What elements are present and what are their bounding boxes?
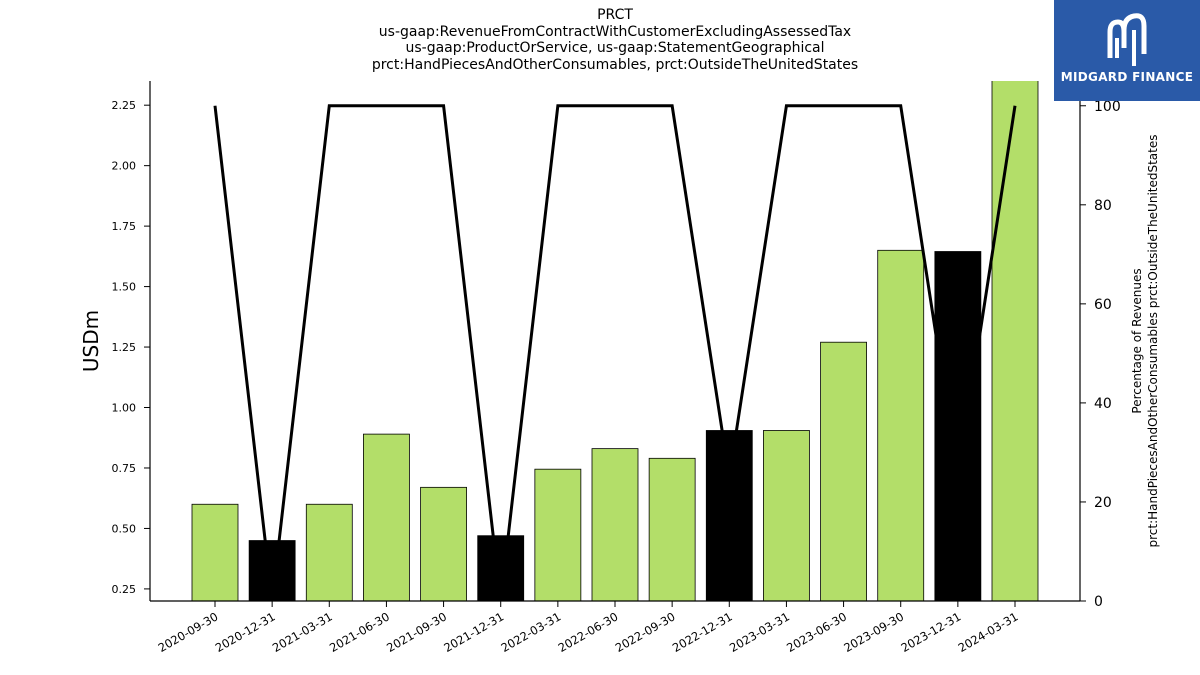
x-tick-label-2023-06-30: 2023-06-30	[784, 609, 849, 655]
bar-2022-12-31	[705, 430, 753, 601]
y2-tick-label: 0	[1094, 594, 1103, 610]
x-tick-label-2021-09-30: 2021-09-30	[384, 609, 449, 655]
bar-2022-09-30	[648, 457, 696, 601]
logo-text: MIDGARD FINANCE	[1060, 70, 1194, 84]
y2-axis-label-line: Percentage of Revenues	[1130, 268, 1144, 413]
y2-tick-label: 80	[1094, 198, 1112, 214]
x-tick-label-2021-06-30: 2021-06-30	[327, 609, 392, 655]
chart-subtitle-members: prct:HandPiecesAndOtherConsumables, prct…	[371, 57, 859, 73]
y-tick-label: 1.50	[112, 281, 137, 294]
x-tick-label-2020-12-31: 2020-12-31	[213, 609, 278, 655]
x-tick-label-2021-12-31: 2021-12-31	[441, 609, 506, 655]
bar-2020-09-30	[191, 503, 239, 601]
x-tick-label-2023-12-31: 2023-12-31	[898, 609, 963, 655]
chart-title: PRCT	[597, 7, 633, 23]
y-tick-label: 0.25	[112, 583, 137, 596]
bar-2024-03-31	[991, 81, 1039, 601]
y2-tick-label: 100	[1094, 99, 1121, 115]
x-tick-label-2022-12-31: 2022-12-31	[670, 609, 735, 655]
bar-2021-06-30	[363, 433, 410, 601]
bar-2022-03-31	[534, 468, 582, 601]
x-tick-label-2023-09-30: 2023-09-30	[841, 609, 906, 655]
y-tick-label: 2.00	[112, 160, 137, 173]
bar-2021-03-31	[305, 503, 353, 601]
x-tick-label-2021-03-31: 2021-03-31	[270, 609, 335, 655]
y2-tick-label: 60	[1094, 297, 1112, 313]
bar-2023-09-30	[877, 249, 925, 601]
chart-subtitle-concept: us-gaap:RevenueFromContractWithCustomerE…	[378, 24, 852, 40]
bar-2023-03-31	[763, 430, 810, 601]
bar-2023-12-31	[934, 251, 982, 601]
y-tick-label: 1.75	[112, 220, 137, 233]
x-tick-label-2022-09-30: 2022-09-30	[613, 609, 678, 655]
midgard-finance-logo: MIDGARD FINANCE	[1054, 0, 1200, 101]
bar-2023-06-30	[820, 341, 867, 601]
percentage-line	[213, 104, 1017, 601]
y2-tick-label: 20	[1094, 495, 1112, 511]
bar-2022-06-30	[591, 448, 639, 601]
y-tick-label: 0.75	[112, 462, 137, 475]
midgard-logo-icon	[1107, 13, 1147, 66]
y-axis-label: USDm	[79, 310, 103, 372]
y-tick-label: 2.25	[112, 99, 137, 112]
x-tick-label-2022-06-30: 2022-06-30	[556, 609, 621, 655]
chart-subtitle-axes: us-gaap:ProductOrService, us-gaap:Statem…	[405, 40, 825, 56]
y-tick-label: 0.50	[112, 522, 137, 535]
x-tick-label-2024-03-31: 2024-03-31	[956, 609, 1021, 655]
y-tick-label: 1.25	[112, 341, 137, 354]
x-tick-label-2020-09-30: 2020-09-30	[156, 609, 221, 655]
bar-series	[191, 81, 1039, 601]
y2-axis-label-line: prct:HandPiecesAndOtherConsumables prct:…	[1146, 134, 1160, 547]
x-tick-label-2022-03-31: 2022-03-31	[498, 609, 563, 655]
bar-2021-09-30	[420, 486, 467, 601]
y2-tick-label: 40	[1094, 396, 1112, 412]
x-tick-label-2023-03-31: 2023-03-31	[727, 609, 792, 655]
y-tick-label: 1.00	[112, 402, 137, 415]
